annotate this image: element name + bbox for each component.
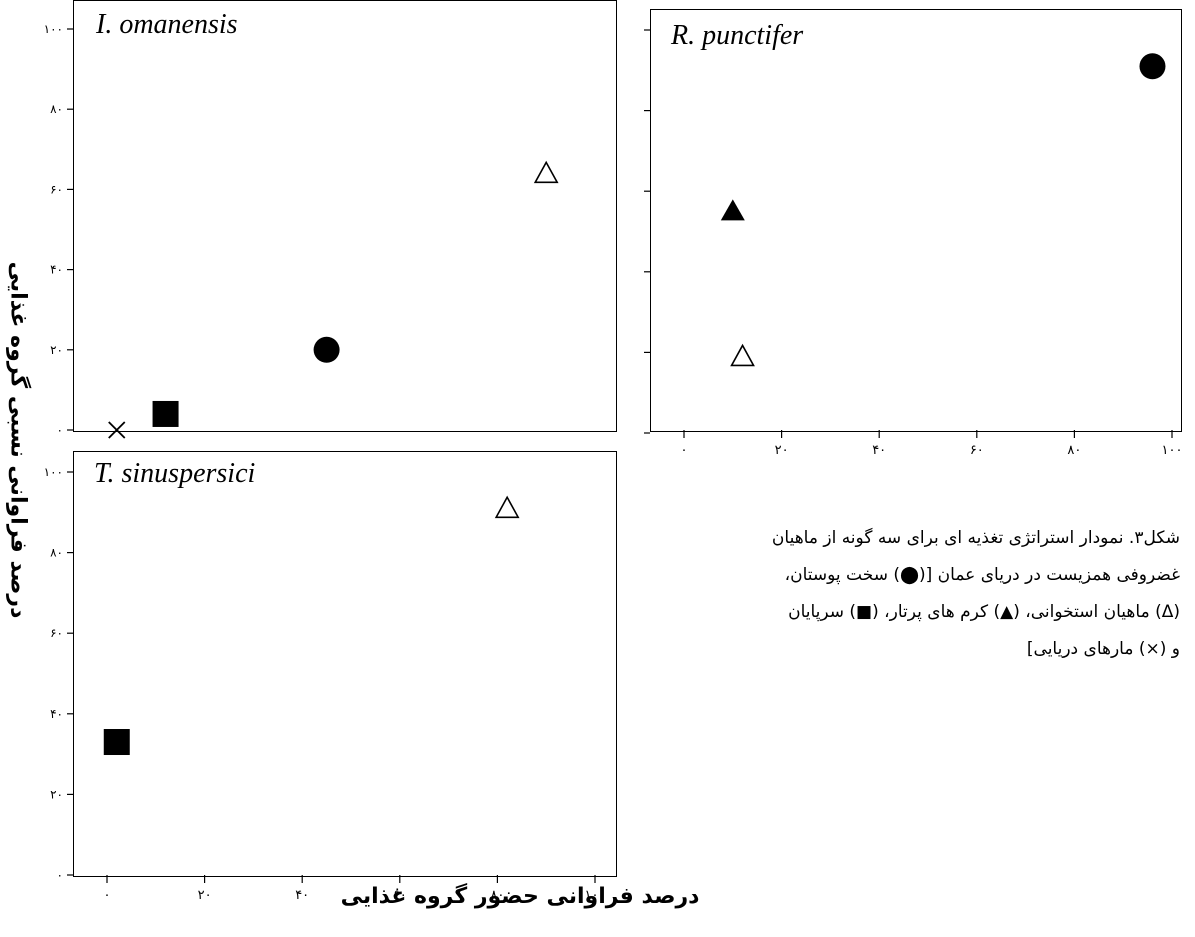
x-tick-label: ۸۰ bbox=[1067, 443, 1081, 458]
data-point-cross bbox=[108, 421, 126, 439]
y-tick-label: ۱۰۰ bbox=[44, 465, 63, 479]
x-tick-label: ۱۰۰ bbox=[1162, 443, 1183, 458]
caption-line: شکل۳. نمودار استراتژی تغذیه ای برای سه گ… bbox=[771, 528, 1180, 548]
panel-i-omanensis: I. omanensis bbox=[73, 0, 617, 432]
data-point-triangle-open bbox=[533, 160, 559, 184]
data-point-square bbox=[103, 729, 130, 756]
caption-line: و (×) مارهای دریایی] bbox=[1026, 639, 1180, 659]
x-tick-label: ۸۰ bbox=[490, 888, 504, 903]
y-tick-label: ۲۰ bbox=[50, 343, 63, 357]
panel-title: R. punctifer bbox=[671, 20, 804, 51]
x-tick-label: ۴۰ bbox=[295, 888, 309, 903]
y-tick-label: ۶۰ bbox=[50, 182, 63, 196]
y-tick-label: ۰ bbox=[57, 423, 63, 437]
y-tick-label: ۱۰۰ bbox=[44, 22, 63, 36]
figure-caption: شکل۳. نمودار استراتژی تغذیه ای برای سه گ… bbox=[650, 520, 1180, 668]
y-tick-label: ۶۰ bbox=[50, 626, 63, 640]
caption-line: غضروفی همزیست در دریای عمان [(⬤) سخت پوس… bbox=[784, 565, 1180, 585]
y-tick-label: ۸۰ bbox=[50, 102, 63, 116]
caption-line: (Δ) ماهیان استخوانی، (▲) کرم های پرتار، … bbox=[788, 602, 1180, 622]
panel-t-sinuspersici: T. sinuspersici bbox=[73, 451, 617, 877]
x-axis-label: درصد فراوانی حضور گروه غذایی bbox=[340, 884, 700, 909]
data-point-triangle-open bbox=[494, 495, 520, 519]
data-point-square bbox=[152, 400, 179, 427]
data-point-triangle-filled bbox=[720, 199, 745, 221]
panel-title: T. sinuspersici bbox=[94, 458, 256, 489]
panel-title: I. omanensis bbox=[96, 9, 238, 40]
y-tick-label: ۲۰ bbox=[50, 787, 63, 801]
data-point-triangle-open bbox=[730, 343, 755, 367]
x-tick-label: ۴۰ bbox=[872, 443, 886, 458]
data-point-circle bbox=[1139, 53, 1166, 80]
panel-r-punctifer: R. punctifer bbox=[650, 9, 1182, 432]
x-tick-label: ۰ bbox=[681, 443, 688, 458]
x-tick-label: ۶۰ bbox=[970, 443, 984, 458]
y-tick-label: ۰ bbox=[57, 868, 63, 882]
x-tick-label: ۲۰ bbox=[775, 443, 789, 458]
y-tick-label: ۴۰ bbox=[50, 707, 63, 721]
x-tick-label: ۲۰ bbox=[198, 888, 212, 903]
x-tick-label: ۱۰۰ bbox=[585, 888, 606, 903]
data-point-circle bbox=[313, 336, 340, 363]
y-tick-label: ۴۰ bbox=[50, 263, 63, 277]
x-tick-label: ۰ bbox=[104, 888, 111, 903]
x-tick-label: ۶۰ bbox=[393, 888, 407, 903]
y-tick-label: ۸۰ bbox=[50, 546, 63, 560]
